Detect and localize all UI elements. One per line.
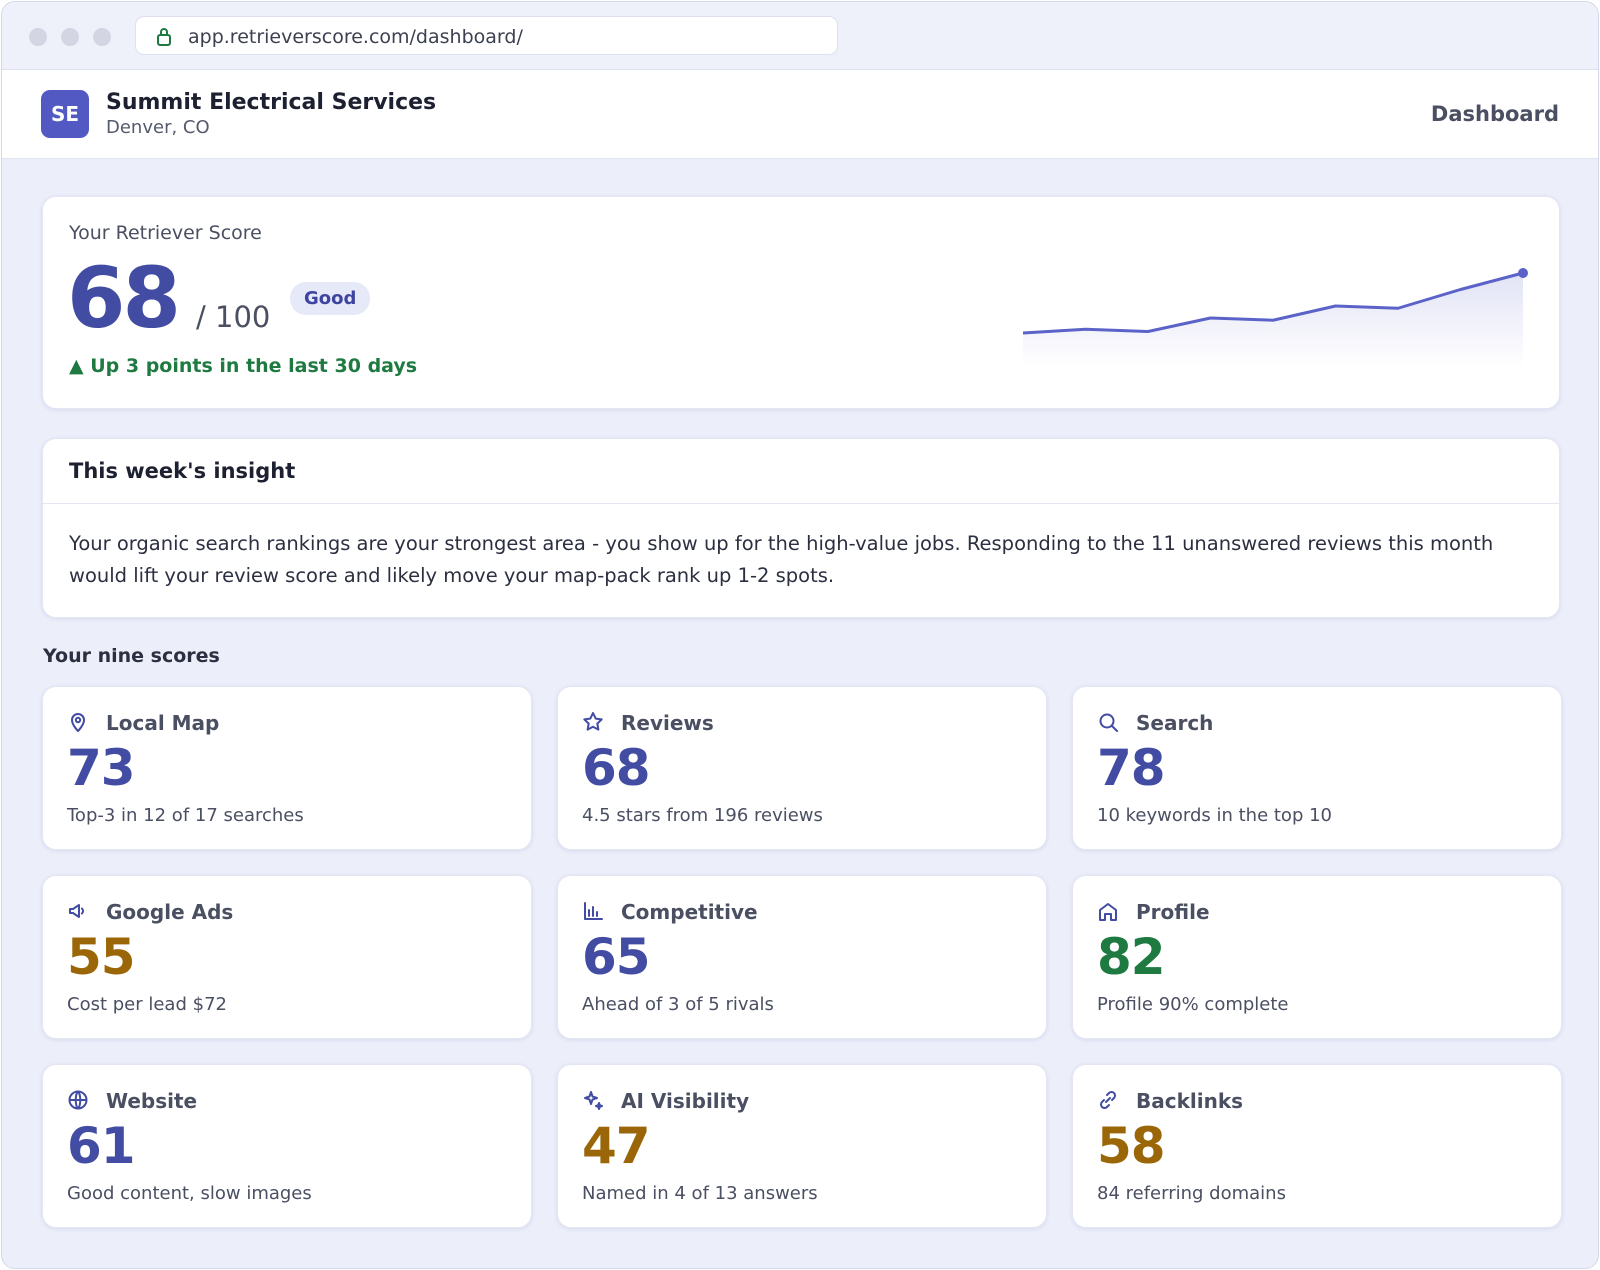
sparkline-area bbox=[1023, 273, 1523, 367]
score-icon bbox=[583, 712, 603, 731]
app-header: SE Summit Electrical Services Denver, CO… bbox=[2, 70, 1598, 159]
score-card: Reviews 68 4.5 stars from 196 reviews bbox=[557, 686, 1047, 850]
score-name: Website bbox=[106, 1089, 198, 1113]
score-card: Competitive 65 Ahead of 3 of 5 rivals bbox=[557, 875, 1047, 1039]
score-icon bbox=[584, 902, 603, 920]
score-value: 65 bbox=[582, 928, 651, 986]
score-value: 68 bbox=[67, 249, 181, 347]
score-icon bbox=[68, 1090, 88, 1110]
score-card: Backlinks 58 84 referring domains bbox=[1072, 1064, 1562, 1228]
score-name: Reviews bbox=[621, 711, 714, 735]
sparkline-end bbox=[1518, 268, 1528, 278]
score-icon bbox=[1099, 1090, 1117, 1110]
score-detail: Top-3 in 12 of 17 searches bbox=[67, 805, 304, 826]
score-detail: 84 referring domains bbox=[1097, 1183, 1286, 1204]
window-dot[interactable] bbox=[61, 28, 79, 46]
score-name: Profile bbox=[1136, 900, 1210, 924]
score-card: Google Ads 55 Cost per lead $72 bbox=[42, 875, 532, 1039]
score-name: Search bbox=[1136, 711, 1214, 735]
score-detail: Named in 4 of 13 answers bbox=[582, 1183, 818, 1204]
sparkline-line bbox=[1022, 271, 1524, 335]
window-dot[interactable] bbox=[93, 28, 111, 46]
score-value: 73 bbox=[67, 739, 136, 797]
section-heading: Your nine scores bbox=[43, 645, 220, 667]
score-value: 61 bbox=[67, 1117, 136, 1175]
score-value: 47 bbox=[582, 1117, 651, 1175]
score-value: 55 bbox=[67, 928, 136, 986]
score-detail: Ahead of 3 of 5 rivals bbox=[582, 994, 774, 1015]
score-value: 78 bbox=[1097, 739, 1166, 797]
score-detail: Cost per lead $72 bbox=[67, 994, 227, 1015]
insight-body: Your organic search rankings are your st… bbox=[69, 532, 1494, 587]
score-icon bbox=[584, 1091, 603, 1110]
score-label: Your Retriever Score bbox=[69, 222, 262, 244]
score-card: AI Visibility 47 Named in 4 of 13 answers bbox=[557, 1064, 1047, 1228]
score-max: / 100 bbox=[196, 300, 271, 334]
score-card: Local Map 73 Top-3 in 12 of 17 searches bbox=[42, 686, 532, 850]
score-name: Backlinks bbox=[1136, 1089, 1244, 1113]
window-dot[interactable] bbox=[29, 28, 47, 46]
score-name: Competitive bbox=[621, 900, 758, 924]
score-detail: Profile 90% complete bbox=[1097, 994, 1289, 1015]
score-card: Profile 82 Profile 90% complete bbox=[1072, 875, 1562, 1039]
score-value: 68 bbox=[582, 739, 651, 797]
sparkline bbox=[1022, 268, 1528, 367]
lock-icon bbox=[157, 28, 171, 46]
nav-link[interactable]: Dashboard bbox=[1430, 102, 1559, 126]
avatar: SE bbox=[41, 90, 89, 138]
browser-bar: app.retrieverscore.com/dashboard/ bbox=[2, 2, 1598, 70]
score-value: 82 bbox=[1097, 928, 1166, 986]
business-name: Summit Electrical Services bbox=[106, 90, 437, 115]
score-name: AI Visibility bbox=[621, 1089, 750, 1113]
score-card: Your Retriever Score 68 / 100 Good ▲ Up … bbox=[42, 196, 1560, 409]
score-change: ▲ Up 3 points in the last 30 days bbox=[69, 355, 418, 377]
insight-card: This week's insight Your organic search … bbox=[42, 438, 1560, 618]
score-icon bbox=[69, 904, 85, 918]
address-bar[interactable]: app.retrieverscore.com/dashboard/ bbox=[135, 16, 838, 55]
url-text: app.retrieverscore.com/dashboard/ bbox=[188, 26, 523, 48]
score-icon bbox=[71, 713, 85, 732]
score-value: 58 bbox=[1097, 1117, 1166, 1175]
business-location: Denver, CO bbox=[106, 117, 210, 138]
score-detail: 10 keywords in the top 10 bbox=[1097, 805, 1332, 826]
score-name: Local Map bbox=[106, 711, 220, 735]
score-icon bbox=[1099, 713, 1118, 732]
score-icon bbox=[1099, 903, 1117, 921]
insight-title: This week's insight bbox=[43, 439, 1559, 504]
score-detail: Good content, slow images bbox=[67, 1183, 312, 1204]
score-card: Website 61 Good content, slow images bbox=[42, 1064, 532, 1228]
rating-badge: Good bbox=[290, 282, 371, 315]
score-detail: 4.5 stars from 196 reviews bbox=[582, 805, 823, 826]
score-card: Search 78 10 keywords in the top 10 bbox=[1072, 686, 1562, 850]
score-name: Google Ads bbox=[106, 900, 234, 924]
